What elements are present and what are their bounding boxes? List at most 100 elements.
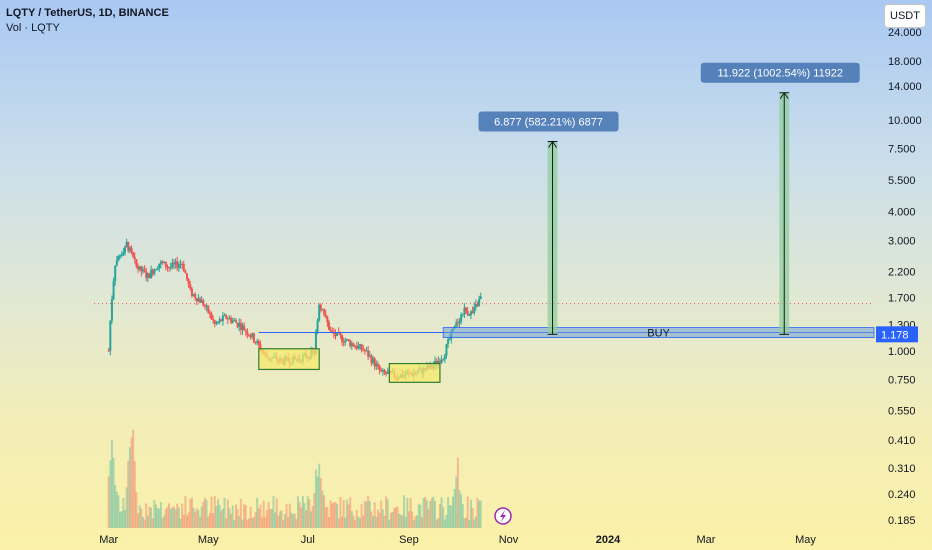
candle-body [220, 319, 223, 322]
candle-body [212, 319, 215, 321]
volume-bar [412, 519, 415, 528]
candle-body [203, 305, 206, 307]
candle-body [200, 300, 203, 303]
candle-body [151, 269, 154, 275]
volume-bar [249, 506, 252, 528]
candle-body [202, 300, 205, 306]
measure-arrowhead [779, 91, 789, 100]
volume-bar [197, 509, 200, 528]
volume-bar [145, 503, 148, 528]
volume-bar [168, 503, 171, 528]
candle-body [208, 312, 211, 314]
volume-bar [234, 504, 237, 528]
volume-bar [194, 511, 197, 528]
candle-body [339, 332, 342, 336]
candle-body [186, 273, 189, 280]
x-tick-label: Sep [399, 534, 419, 546]
symbol-line[interactable]: LQTY / TetherUS, 1D, BINANCE [6, 7, 169, 19]
candle-body [171, 262, 174, 268]
volume-bar [221, 508, 224, 528]
volume-bar [182, 514, 185, 528]
y-tick-label: 0.550 [888, 406, 916, 418]
volume-bar [394, 507, 397, 528]
volume-bar [265, 510, 268, 528]
candle-body [329, 329, 332, 332]
volume-bar [332, 501, 335, 528]
candle-body [159, 261, 162, 264]
candle-body [125, 241, 128, 247]
volume-bar [383, 515, 386, 528]
candle-body [215, 322, 218, 324]
candle-body [376, 363, 379, 366]
volume-bar [420, 517, 423, 528]
volume-bar [372, 516, 375, 528]
candle-body [112, 280, 115, 300]
candle-body [176, 261, 179, 269]
candle-body [138, 266, 141, 270]
volume-bar [368, 501, 371, 528]
volume-bar [288, 503, 291, 528]
volume-bar [251, 517, 254, 528]
volume-line[interactable]: Vol · LQTY [6, 22, 60, 34]
volume-bars [107, 429, 482, 528]
candle-body [365, 350, 368, 352]
y-tick-label: 0.185 [888, 515, 916, 527]
volume-bar [248, 518, 251, 528]
volume-bar [262, 500, 265, 528]
candle-body [217, 321, 220, 323]
volume-bar [404, 517, 407, 528]
x-tick-label: 2024 [596, 534, 621, 546]
candle-body [141, 269, 144, 272]
candle-body [145, 271, 148, 278]
volume-bar [155, 504, 158, 528]
candle-body [189, 284, 192, 289]
volume-bar [460, 494, 463, 528]
candle-body [471, 311, 474, 314]
volume-bar [427, 509, 430, 528]
candle-body [336, 332, 339, 336]
volume-bar [355, 509, 358, 528]
volume-bar [153, 500, 156, 528]
volume-bar [337, 518, 340, 528]
currency-button[interactable]: USDT [884, 4, 926, 28]
volume-bar [140, 508, 143, 528]
candle-body [184, 270, 187, 274]
candle-body [243, 325, 246, 331]
candle-body [341, 335, 344, 342]
candle-body [368, 355, 371, 357]
candle-body [334, 333, 337, 336]
volume-bar [411, 511, 414, 528]
volume-bar [279, 511, 282, 528]
candle-body [448, 338, 451, 340]
y-tick-label: 3.000 [888, 236, 916, 248]
volume-bar [416, 515, 419, 528]
volume-bar [424, 496, 427, 528]
volume-bar [226, 499, 229, 528]
volume-bar [112, 457, 115, 528]
volume-bar [257, 508, 260, 528]
volume-bar [381, 509, 384, 528]
y-tick-label: 1.700 [888, 293, 916, 305]
volume-bar [283, 513, 286, 528]
candle-body [155, 269, 158, 271]
candle-body [324, 314, 327, 317]
volume-bar [246, 519, 249, 528]
volume-bar [280, 510, 283, 528]
candle-body [252, 333, 255, 342]
volume-bar [474, 516, 477, 528]
candle-body [447, 339, 450, 345]
candle-body [174, 261, 177, 265]
candle-body [466, 311, 469, 316]
volume-bar [252, 517, 255, 528]
candle-body [372, 358, 375, 364]
candle-body [230, 317, 233, 323]
volume-bar [329, 500, 332, 528]
candle-body [213, 320, 216, 324]
candle-body [130, 247, 133, 253]
volume-bar [277, 515, 280, 528]
volume-bar [306, 496, 309, 528]
volume-bar [339, 497, 342, 528]
measure-label: 6.877 (582.21%) 6877 [494, 117, 603, 129]
candle-body [342, 341, 345, 343]
